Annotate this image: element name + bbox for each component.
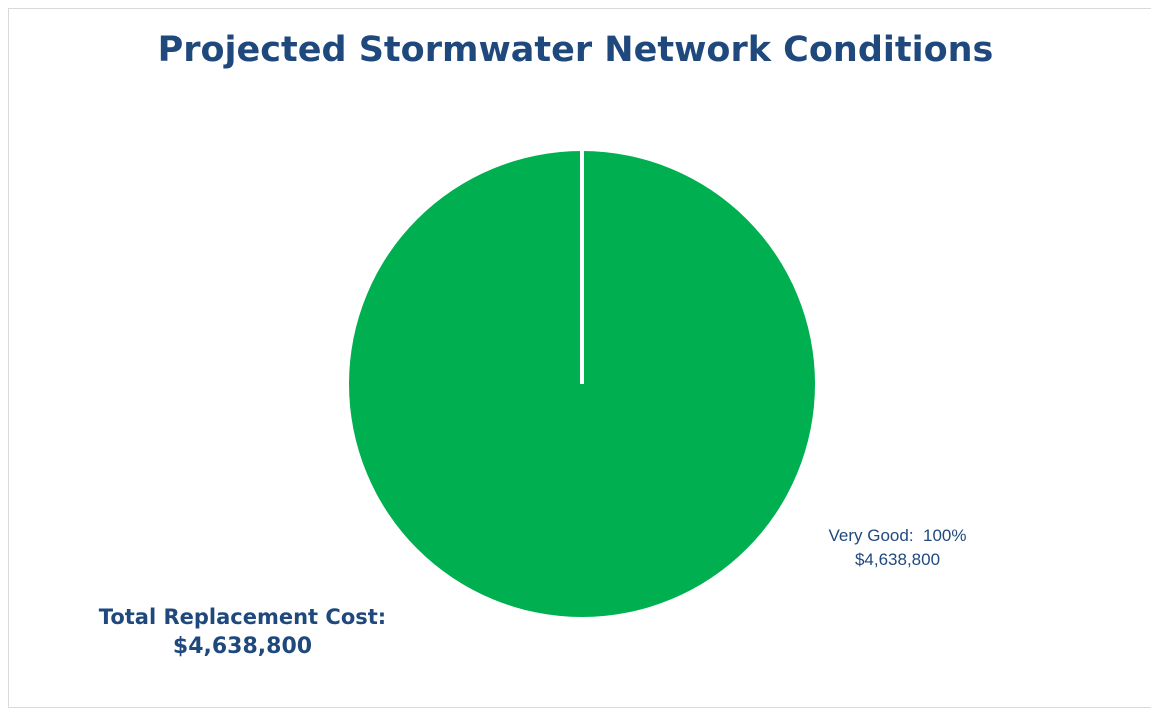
data-label-category-percent: Very Good: 100% <box>828 526 967 545</box>
total-label: Total Replacement Cost: <box>98 605 387 629</box>
data-label-very-good: Very Good: 100% $4,638,800 <box>790 524 1005 572</box>
pie-chart <box>349 151 815 617</box>
chart-title: Projected Stormwater Network Conditions <box>157 30 994 70</box>
data-label-value: $4,638,800 <box>854 550 941 569</box>
total-value: $4,638,800 <box>172 634 313 659</box>
total-replacement-cost: Total Replacement Cost: $4,638,800 <box>40 602 445 662</box>
